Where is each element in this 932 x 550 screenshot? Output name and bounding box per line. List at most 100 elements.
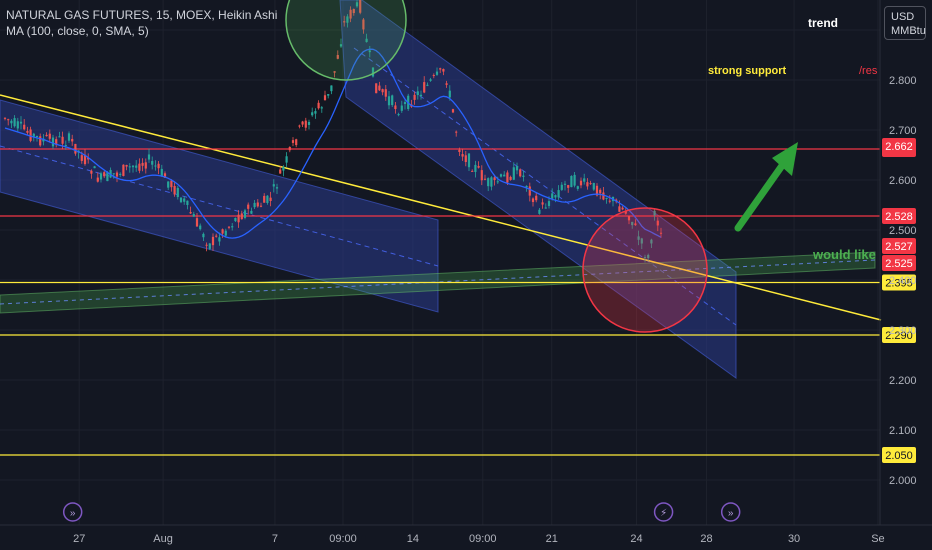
x-tick-label: 28 xyxy=(700,533,712,545)
candle-body xyxy=(195,218,199,227)
y-tick-label: 2.700 xyxy=(889,125,917,137)
candle-body xyxy=(634,223,637,226)
candle-body xyxy=(141,162,144,166)
y-tick-label: 2.000 xyxy=(889,475,917,487)
candle-body xyxy=(243,210,247,218)
candle-body xyxy=(467,153,471,168)
candle-body xyxy=(16,121,19,129)
price-tag xyxy=(882,238,916,254)
candle-body xyxy=(519,169,522,177)
currency-unit-selector[interactable]: USD MMBtu xyxy=(884,6,926,40)
channel-left-midline xyxy=(0,145,439,267)
event-marker-glyph: » xyxy=(70,508,76,519)
candle-body xyxy=(189,212,192,214)
y-tick-label: 2.400 xyxy=(889,275,917,287)
candle-body xyxy=(464,155,467,163)
candle-body xyxy=(35,136,39,138)
candle-body xyxy=(311,112,314,116)
candle-body xyxy=(218,237,221,242)
candle-body xyxy=(429,79,432,81)
candle-body xyxy=(442,69,445,72)
candle-body xyxy=(3,117,7,119)
candle-body xyxy=(67,133,71,141)
candle-body xyxy=(499,174,503,177)
candle-body xyxy=(215,235,218,237)
candle-body xyxy=(419,94,423,97)
candle-body xyxy=(90,170,93,174)
highlight-circle-red xyxy=(582,207,708,333)
candle-body xyxy=(471,170,474,172)
event-marker-icon[interactable] xyxy=(653,502,674,522)
candle-body xyxy=(503,174,506,177)
candle-body xyxy=(266,195,269,203)
candle-body xyxy=(573,174,576,186)
candle-body xyxy=(461,154,464,157)
candle-body xyxy=(394,105,397,110)
candle-body xyxy=(176,187,179,198)
price-tag-label: 2.527 xyxy=(885,241,913,253)
descending-channel-right xyxy=(339,0,737,379)
candle-body xyxy=(637,236,640,240)
candle-body xyxy=(435,71,439,75)
candle-body xyxy=(115,172,119,177)
event-markers[interactable]: » ⚡ » xyxy=(62,502,741,522)
candle-body xyxy=(83,154,87,165)
level-tag-label: 2.528 xyxy=(885,211,913,223)
candle-body xyxy=(279,169,282,174)
candle-body xyxy=(448,90,451,98)
candle-body xyxy=(55,139,58,145)
candle-body xyxy=(122,164,125,176)
chart-title: NATURAL GAS FUTURES, 15, MOEX, Heikin As… xyxy=(6,8,278,22)
candle-body xyxy=(375,83,378,94)
candle-body xyxy=(605,197,608,199)
candle-body xyxy=(205,244,208,246)
candle-body xyxy=(509,176,512,180)
candle-body xyxy=(365,38,368,43)
candle-body xyxy=(93,166,96,169)
candle-body xyxy=(186,200,189,205)
event-marker-icon[interactable] xyxy=(62,502,83,522)
level-tag xyxy=(882,327,916,343)
candle-body xyxy=(103,172,106,177)
candle-body xyxy=(154,165,157,167)
candle-body xyxy=(586,182,589,187)
candle-body xyxy=(451,109,455,113)
candle-body xyxy=(42,138,45,142)
candle-body xyxy=(653,210,656,216)
candle-body xyxy=(333,71,336,73)
candle-body xyxy=(157,163,160,169)
candle-body xyxy=(71,138,74,142)
candle-body xyxy=(439,68,442,70)
candle-body xyxy=(576,186,579,189)
candle-body xyxy=(656,220,659,226)
candle-body xyxy=(26,130,29,133)
candle-body xyxy=(560,184,563,190)
candle-body xyxy=(515,166,519,171)
candle-body xyxy=(263,195,266,203)
candle-body xyxy=(74,143,77,154)
event-marker-icon[interactable] xyxy=(720,502,741,522)
candle-body xyxy=(423,82,426,93)
candle-body xyxy=(506,172,509,183)
candle-body xyxy=(327,94,330,96)
candle-body xyxy=(285,156,288,163)
candle-body xyxy=(455,131,458,133)
candle-body xyxy=(381,89,384,93)
candle-body xyxy=(330,85,333,92)
x-tick-label: 09:00 xyxy=(329,533,357,545)
candle-body xyxy=(295,139,298,146)
candle-body xyxy=(317,102,320,109)
candle-body xyxy=(487,178,490,187)
moving-average-line xyxy=(4,48,662,239)
x-tick-label: 7 xyxy=(272,533,278,545)
candle-body xyxy=(640,238,643,244)
candle-body xyxy=(32,133,35,137)
candle-body xyxy=(160,168,163,176)
level-tag xyxy=(882,208,916,224)
candle-body xyxy=(339,44,343,47)
candle-body xyxy=(7,119,10,121)
candle-body xyxy=(458,149,461,153)
candles xyxy=(3,0,663,263)
